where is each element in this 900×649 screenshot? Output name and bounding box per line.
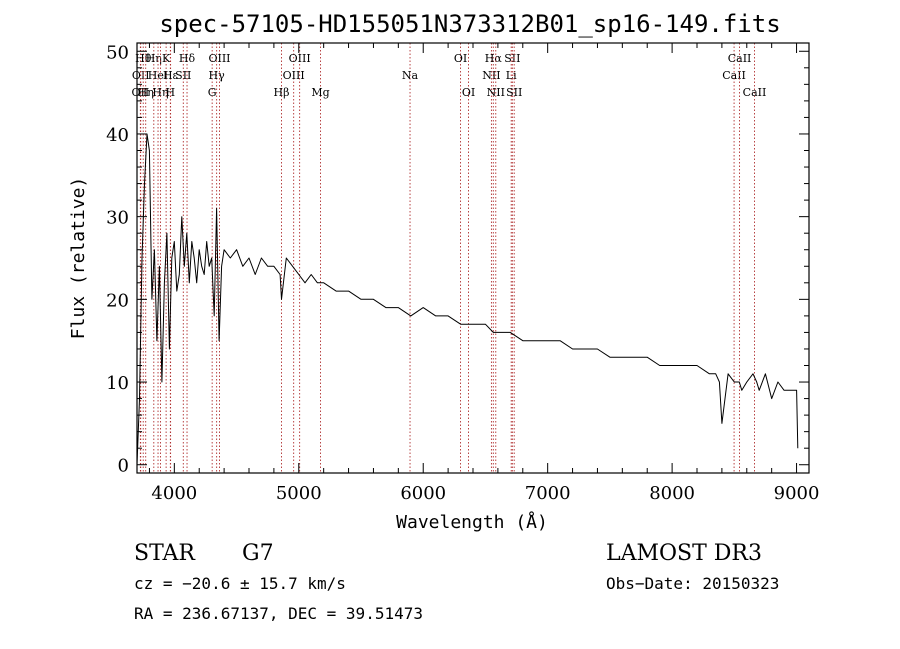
spectral-line-label-12: G (208, 86, 217, 99)
x-tick-label-3: 7000 (525, 483, 571, 504)
spectral-line-label-20: OI (454, 52, 467, 65)
spectral-line-markers: OIIOIIHθHηHηHeIHηKHHεSIIHδGHγOIIIHβOIIIO… (132, 43, 767, 473)
x-tick-label-1: 5000 (276, 483, 322, 504)
object-subclass: G7 (242, 541, 274, 566)
spectral-line-label-17: OIII (289, 52, 311, 65)
spectral-line-label-16: OIII (283, 69, 305, 82)
spectrum-line-0 (136, 133, 799, 465)
x-axis-label: Wavelength (Å) (396, 511, 548, 533)
axes: 4000 5000 6000 7000 8000 9000 0 10 20 30 40 50 (106, 42, 819, 504)
x-tick-label-4: 8000 (649, 483, 695, 504)
y-tick-label-2: 20 (106, 290, 129, 311)
spectral-line-label-19: Na (402, 69, 419, 82)
chart-title: spec-57105-HD155051N373312B01_sp16-149.f… (159, 10, 780, 38)
spectral-line-label-23: Hα (485, 52, 503, 65)
spectral-line-label-27: SII (506, 86, 522, 99)
spectral-line-label-14: OIII (208, 52, 230, 65)
spectral-line-label-22: NII (482, 69, 500, 82)
spectral-line-label-4: Hη (146, 52, 162, 65)
spectral-line-label-15: Hβ (274, 86, 290, 99)
y-tick-label-4: 40 (106, 125, 129, 146)
x-tick-label-2: 6000 (400, 483, 446, 504)
spectral-line-label-24: NII (487, 86, 505, 99)
spectral-line-label-11: Hδ (179, 52, 196, 65)
spectral-line-label-2: Hθ (135, 52, 152, 65)
spectrum-series (136, 133, 799, 465)
ra-dec-readout: RA = 236.67137, DEC = 39.51473 (134, 604, 423, 623)
x-tick-label-5: 9000 (774, 483, 820, 504)
spectral-line-label-21: OI (462, 86, 475, 99)
spectral-line-label-18: Mg (311, 86, 329, 99)
y-axis-label: Flux (relative) (68, 177, 89, 340)
object-class: STAR (134, 541, 196, 566)
redshift-readout: cz = −20.6 ± 15.7 km/s (134, 574, 346, 593)
spectral-line-label-7: K (162, 52, 171, 65)
spectral-line-label-10: SII (175, 69, 191, 82)
y-tick-label-0: 0 (118, 456, 129, 477)
spectral-line-label-13: Hγ (209, 69, 226, 82)
spectral-line-label-28: CaII (722, 69, 746, 82)
spectral-line-label-30: CaII (743, 86, 767, 99)
spectral-line-label-29: CaII (728, 52, 752, 65)
obs-date: Obs−Date: 20150323 (606, 574, 779, 593)
y-tick-label-3: 30 (106, 208, 129, 229)
plot-frame (136, 42, 810, 474)
spectral-line-label-25: Li (506, 69, 517, 82)
spectral-line-label-1: OII (132, 69, 150, 82)
x-tick-label-0: 4000 (151, 483, 197, 504)
spectral-line-label-26: SII (504, 52, 520, 65)
spectral-line-label-3: Hη (138, 86, 154, 99)
y-tick-label-1: 10 (106, 373, 129, 394)
spectral-line-label-5: HeI (148, 69, 168, 82)
spectral-line-label-6: Hη (152, 86, 168, 99)
spectral-line-label-9: Hε (163, 69, 179, 82)
survey-name: LAMOST DR3 (606, 541, 762, 566)
y-tick-label-5: 50 (106, 42, 129, 63)
